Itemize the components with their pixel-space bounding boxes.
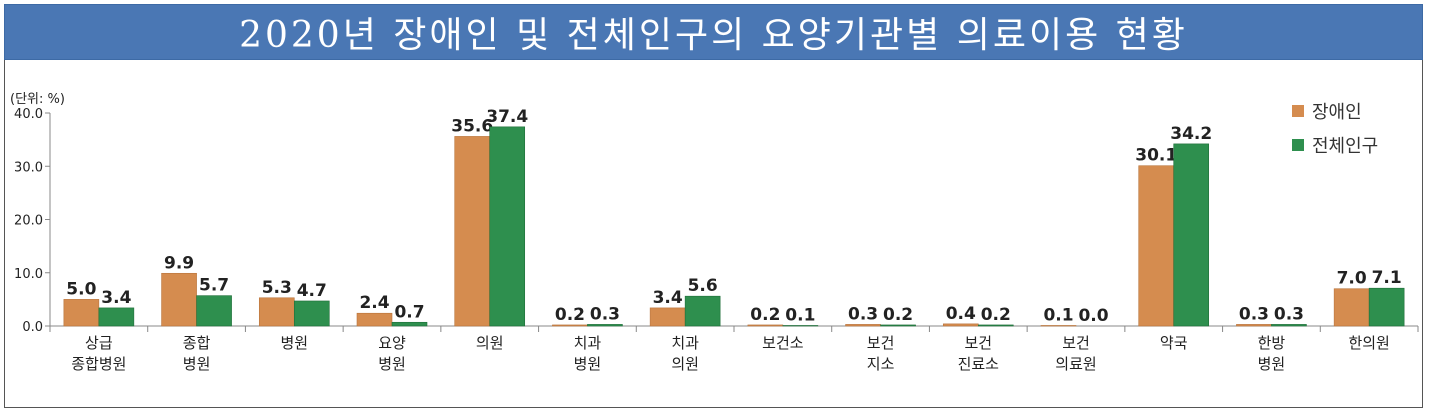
legend-item-disabled: 장애인 bbox=[1292, 94, 1378, 128]
x-tick-label: 지소 bbox=[867, 355, 895, 373]
bar-total bbox=[977, 324, 1014, 327]
data-label-disabled: 0.3 bbox=[848, 304, 878, 324]
data-label-total: 0.2 bbox=[981, 305, 1011, 325]
y-tick-label: 40.0 bbox=[14, 107, 43, 122]
data-label-disabled: 0.2 bbox=[555, 305, 585, 325]
x-tick-label: 치과 bbox=[671, 334, 699, 352]
legend-label-total: 전체인구 bbox=[1312, 136, 1379, 157]
data-label-total: 34.2 bbox=[1170, 124, 1212, 144]
bar-disabled bbox=[1333, 288, 1370, 327]
bar-disabled bbox=[747, 324, 784, 327]
title-bar: 2020년 장애인 및 전체인구의 요양기관별 의료이용 현황 bbox=[4, 4, 1423, 60]
data-label-disabled: 0.3 bbox=[1239, 304, 1269, 324]
y-tick-label: 30.0 bbox=[14, 160, 43, 175]
bar-total bbox=[489, 126, 526, 327]
data-label-disabled: 0.4 bbox=[946, 304, 976, 324]
data-label-total: 37.4 bbox=[486, 107, 528, 127]
bar-total bbox=[880, 324, 916, 327]
bar-total bbox=[98, 307, 135, 327]
data-label-disabled: 0.2 bbox=[750, 305, 780, 325]
data-label-total: 0.0 bbox=[1078, 306, 1108, 326]
data-label-disabled: 5.3 bbox=[262, 278, 292, 298]
data-label-total: 4.7 bbox=[297, 281, 327, 301]
unit-label: (단위: %) bbox=[10, 92, 65, 107]
bar-disabled bbox=[258, 297, 295, 327]
x-tick-label: 한방 bbox=[1258, 334, 1286, 352]
legend: 장애인 전체인구 bbox=[1292, 94, 1378, 162]
bar-disabled bbox=[356, 312, 393, 327]
legend-item-total: 전체인구 bbox=[1292, 128, 1378, 162]
x-tick-label: 종합병원 bbox=[71, 355, 126, 373]
bar-total bbox=[587, 324, 623, 327]
x-tick-label: 요양 bbox=[378, 334, 406, 352]
x-tick-label: 치과 bbox=[574, 334, 602, 352]
x-tick-label: 의료원 bbox=[1055, 355, 1096, 373]
data-label-total: 3.4 bbox=[101, 288, 131, 308]
data-label-disabled: 30.1 bbox=[1135, 146, 1177, 166]
x-tick-label: 보건소 bbox=[762, 334, 804, 352]
bar-total bbox=[1368, 287, 1405, 327]
x-tick-label: 진료소 bbox=[958, 355, 1000, 373]
y-tick-label: 0.0 bbox=[22, 320, 43, 335]
data-label-total: 0.3 bbox=[590, 304, 620, 324]
x-tick-label: 병원 bbox=[1258, 355, 1286, 373]
legend-label-disabled: 장애인 bbox=[1312, 102, 1362, 123]
legend-swatch-disabled bbox=[1292, 105, 1304, 117]
legend-swatch-total bbox=[1292, 139, 1304, 151]
data-label-total: 0.2 bbox=[883, 305, 913, 325]
data-label-total: 0.3 bbox=[1274, 304, 1304, 324]
bar-disabled bbox=[942, 323, 979, 327]
bar-disabled bbox=[1138, 165, 1175, 327]
bar-disabled bbox=[1236, 324, 1272, 327]
data-label-disabled: 35.6 bbox=[451, 116, 493, 136]
bar-disabled bbox=[161, 272, 197, 327]
x-tick-label: 보건 bbox=[964, 334, 992, 352]
bar-disabled bbox=[1040, 325, 1077, 327]
x-tick-label: 보건 bbox=[867, 334, 895, 352]
data-label-disabled: 2.4 bbox=[359, 293, 389, 313]
bar-total bbox=[1271, 324, 1307, 327]
data-label-disabled: 3.4 bbox=[653, 288, 683, 308]
bar-disabled bbox=[649, 307, 686, 327]
data-label-total: 5.7 bbox=[199, 276, 229, 296]
chart-title: 2020년 장애인 및 전체인구의 요양기관별 의료이용 현황 bbox=[239, 15, 1188, 56]
data-label-total: 5.6 bbox=[688, 276, 718, 296]
x-tick-label: 병원 bbox=[378, 355, 406, 373]
data-label-disabled: 0.1 bbox=[1043, 305, 1073, 325]
data-label-total: 0.1 bbox=[785, 305, 815, 325]
x-tick-label: 의원 bbox=[671, 355, 699, 373]
bar-total bbox=[391, 321, 428, 327]
y-tick-label: 10.0 bbox=[14, 267, 43, 282]
data-label-disabled: 9.9 bbox=[164, 253, 194, 273]
x-tick-label: 의원 bbox=[476, 334, 504, 352]
bar-total bbox=[196, 295, 232, 327]
bar-total bbox=[782, 325, 819, 327]
x-tick-label: 한의원 bbox=[1348, 334, 1389, 352]
bar-disabled bbox=[454, 136, 491, 327]
bar-total bbox=[684, 295, 721, 327]
data-label-total: 7.1 bbox=[1372, 268, 1402, 288]
x-tick-label: 병원 bbox=[280, 334, 308, 352]
data-label-total: 0.7 bbox=[394, 302, 424, 322]
x-tick-label: 종합 bbox=[183, 334, 211, 352]
x-tick-label: 보건 bbox=[1062, 334, 1090, 352]
data-label-disabled: 7.0 bbox=[1337, 269, 1367, 289]
bar-disabled bbox=[845, 324, 881, 327]
bar-disabled bbox=[63, 299, 100, 327]
bar-total bbox=[1173, 143, 1210, 327]
x-tick-label: 병원 bbox=[183, 355, 211, 373]
x-tick-label: 상급 bbox=[85, 334, 113, 352]
y-tick-label: 20.0 bbox=[14, 214, 43, 229]
x-tick-label: 약국 bbox=[1160, 334, 1188, 352]
x-tick-label: 병원 bbox=[574, 355, 602, 373]
data-label-disabled: 5.0 bbox=[66, 279, 96, 299]
bar-total bbox=[293, 300, 330, 327]
bar-disabled bbox=[552, 324, 588, 327]
